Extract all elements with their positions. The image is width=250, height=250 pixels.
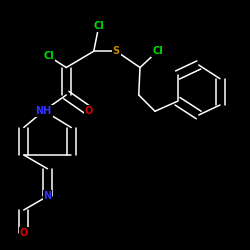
Text: Cl: Cl: [44, 51, 54, 61]
Text: S: S: [113, 46, 120, 56]
Text: NH: NH: [36, 106, 52, 116]
Text: O: O: [20, 228, 28, 238]
Text: N: N: [44, 191, 52, 201]
Text: Cl: Cl: [94, 21, 104, 31]
Text: O: O: [84, 106, 93, 116]
Text: Cl: Cl: [152, 46, 163, 56]
